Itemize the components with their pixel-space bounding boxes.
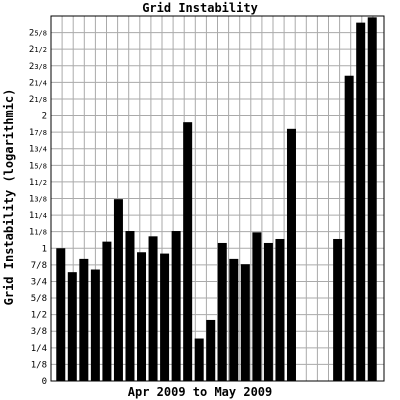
bar <box>79 258 89 381</box>
y-tick-label: 3/8 <box>31 327 47 337</box>
bar <box>263 242 273 381</box>
y-tick-label: 13/4 <box>29 145 47 155</box>
plot-frame <box>50 15 385 382</box>
bar <box>160 253 170 381</box>
bar <box>286 128 296 381</box>
bar <box>102 241 112 381</box>
bar <box>90 269 100 381</box>
bar <box>252 232 262 381</box>
x-axis-label: Apr 2009 to May 2009 <box>128 385 273 399</box>
y-tick-label: 15/8 <box>29 161 47 171</box>
y-tick-label: 1/8 <box>31 360 47 370</box>
y-tick-label: 0 <box>42 377 47 387</box>
bar <box>333 238 343 381</box>
bar <box>171 231 181 381</box>
chart-title: Grid Instability <box>142 1 258 15</box>
bar <box>125 231 135 381</box>
bar <box>183 122 193 381</box>
y-tick-label: 11/4 <box>29 211 47 221</box>
bar <box>67 272 77 381</box>
bar <box>240 264 250 381</box>
bar <box>194 338 204 381</box>
y-tick-label: 1/2 <box>31 311 47 321</box>
y-tick-label: 3/4 <box>31 277 47 287</box>
y-tick-label: 11/8 <box>29 228 47 238</box>
bar <box>356 22 366 382</box>
bar <box>229 258 239 381</box>
y-tick-label: 1 <box>42 244 47 254</box>
bar <box>137 252 147 381</box>
y-tick-label: 25/8 <box>29 29 47 39</box>
bar <box>275 238 285 381</box>
y-tick-label: 21/8 <box>29 95 47 105</box>
bar <box>56 248 66 381</box>
y-tick-label: 2 <box>42 112 47 122</box>
y-tick-label: 7/8 <box>31 261 47 271</box>
bar <box>367 17 377 382</box>
y-tick-label: 11/2 <box>29 178 47 188</box>
y-tick-label: 21/2 <box>29 45 47 55</box>
bar <box>113 199 123 381</box>
bar <box>206 319 216 381</box>
y-axis-ticks: 0 1/8 1/4 3/8 1/2 5/8 3/4 7/8 1 11/8 11/4 13/8 11/2 1… <box>29 29 47 387</box>
y-tick-label: 21/4 <box>29 78 47 88</box>
bar <box>217 242 227 381</box>
y-tick-label: 13/8 <box>29 195 47 205</box>
y-tick-label: 17/8 <box>29 128 47 138</box>
bar <box>344 75 354 382</box>
y-tick-label: 23/8 <box>29 62 47 72</box>
bars <box>56 17 377 382</box>
bar <box>148 236 158 381</box>
y-tick-label: 1/4 <box>31 344 47 354</box>
y-tick-label: 5/8 <box>31 294 47 304</box>
y-axis-label: Grid Instability (logarithmic) <box>2 89 16 306</box>
